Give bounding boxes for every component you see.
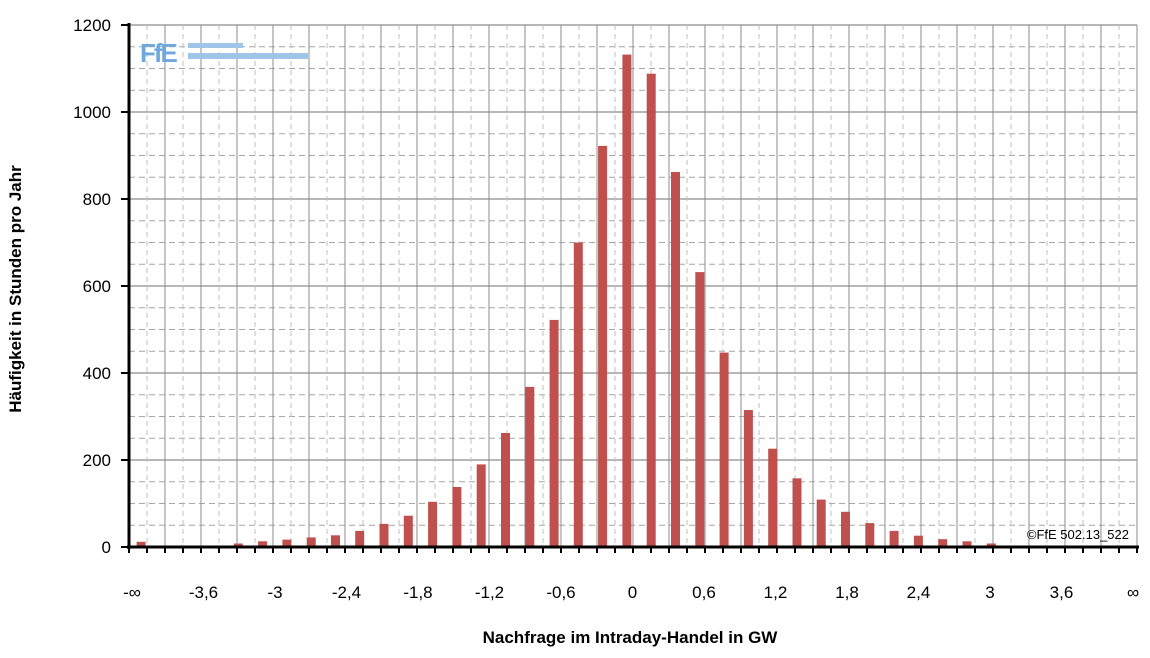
bar [428, 501, 438, 547]
bars [136, 54, 996, 547]
bar [646, 73, 656, 547]
bar [768, 448, 778, 547]
bar [573, 242, 583, 547]
bar [865, 523, 875, 547]
tick-labels: 0 200 400 600 800 1000 1200 -∞ -3,6 -3 -2,4 -1,8 -1,… [73, 16, 1139, 602]
bar [306, 537, 316, 547]
y-tick-label: 400 [83, 364, 111, 383]
y-tick-label: 800 [83, 190, 111, 209]
bar [622, 54, 632, 547]
x-tick-label: -3 [267, 583, 282, 602]
bar [841, 511, 850, 547]
x-tick-label: -0,6 [546, 583, 575, 602]
y-tick-label: 200 [83, 451, 111, 470]
bar [792, 478, 802, 547]
bar [355, 530, 365, 547]
x-tick-label: 3,6 [1050, 583, 1074, 602]
x-tick-label: 1,2 [764, 583, 788, 602]
bar [282, 539, 292, 547]
y-tick-label: 1000 [73, 103, 111, 122]
bar [331, 535, 340, 547]
x-tick-label: 1,8 [835, 583, 859, 602]
bar [889, 530, 899, 547]
bar [501, 433, 510, 547]
x-tick-label: 0,6 [692, 583, 716, 602]
x-tick-label: 0 [628, 583, 637, 602]
bar [476, 464, 486, 547]
bar [233, 543, 243, 547]
grid-lines [129, 24, 1138, 547]
bar [549, 319, 559, 547]
bar [403, 515, 413, 547]
x-tick-label: -2,4 [332, 583, 361, 602]
bar [452, 487, 462, 547]
bar [671, 172, 680, 547]
copyright-label: ©FfE 502.13_522 [1027, 527, 1129, 542]
y-tick-label: 1200 [73, 16, 111, 35]
x-tick-label: -1,8 [403, 583, 432, 602]
bar [136, 541, 146, 547]
bar [525, 386, 535, 547]
y-axis-title: Häufigkeit in Stunden pro Jahr [6, 165, 25, 413]
bar [695, 272, 705, 547]
ffe-logo: FfE [140, 38, 308, 68]
logo-line-1 [188, 43, 243, 48]
x-tick-label: ∞ [1127, 583, 1139, 602]
bar [962, 541, 972, 547]
bar [816, 499, 826, 547]
logo-line-2 [188, 53, 308, 59]
x-tick-label: -3,6 [189, 583, 218, 602]
axes [121, 23, 1139, 553]
bar [938, 539, 948, 547]
bar [743, 410, 753, 547]
y-tick-label: 600 [83, 277, 111, 296]
x-tick-label: -∞ [123, 583, 141, 602]
bar [598, 145, 608, 547]
bar [913, 535, 923, 547]
bar [719, 352, 729, 547]
logo-mark: FfE [140, 38, 178, 68]
bar [379, 523, 389, 547]
bar [986, 543, 996, 547]
x-tick-label: -1,2 [475, 583, 504, 602]
x-tick-label: 3 [985, 583, 994, 602]
x-axis-title: Nachfrage im Intraday-Handel in GW [483, 628, 779, 647]
y-tick-label: 0 [102, 538, 111, 557]
x-tick-label: 2,4 [907, 583, 931, 602]
bar [258, 541, 268, 547]
